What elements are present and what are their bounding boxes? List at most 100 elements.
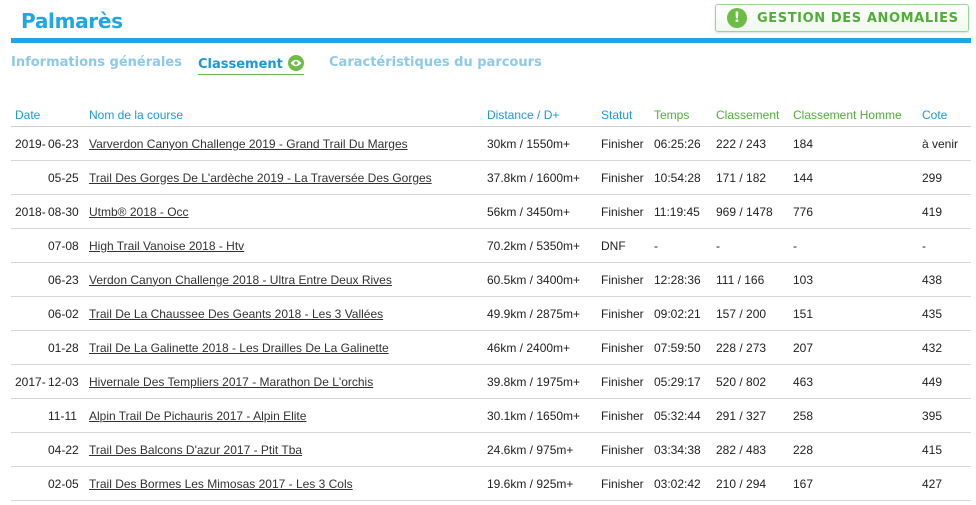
race-cell: Trail Des Gorges De L'ardèche 2019 - La … xyxy=(85,160,483,195)
rating-cell: 427 xyxy=(918,466,971,501)
rating-cell: 432 xyxy=(918,330,971,365)
month-day: 11-11 xyxy=(48,408,77,423)
ranking-cell: 291 / 327 xyxy=(712,398,789,433)
page-title: Palmarès xyxy=(21,9,123,33)
time-cell: - xyxy=(650,228,712,263)
distance-cell: 46km / 2400m+ xyxy=(483,330,597,365)
ranking-cell: - xyxy=(712,228,789,263)
date-cell: 2018- 08-30 xyxy=(11,194,85,229)
table-row: 05-25 Trail Des Gorges De L'ardèche 2019 … xyxy=(11,160,971,195)
header-race-name[interactable]: Nom de la course xyxy=(85,104,483,127)
ranking-cell: 171 / 182 xyxy=(712,160,789,195)
month-day: 01-28 xyxy=(48,340,79,355)
distance-cell: 30.1km / 1650m+ xyxy=(483,398,597,433)
year: 2018- xyxy=(15,204,46,219)
header-status[interactable]: Statut xyxy=(597,104,650,127)
race-cell: Trail Des Balcons D'azur 2017 - Ptit Tba xyxy=(85,432,483,467)
anomaly-management-button[interactable]: ! GESTION DES ANOMALIES xyxy=(715,4,969,32)
status-cell: Finisher xyxy=(597,364,650,399)
distance-cell: 49.9km / 2875m+ xyxy=(483,296,597,331)
date-cell: 2017- 12-03 xyxy=(11,364,85,399)
time-cell: 03:02:42 xyxy=(650,466,712,501)
table-row: 11-11 Alpin Trail De Pichauris 2017 - Alp… xyxy=(11,398,971,433)
distance-cell: 60.5km / 3400m+ xyxy=(483,262,597,297)
date-cell: 05-25 xyxy=(11,160,85,195)
header-ranking-men[interactable]: Classement Homme xyxy=(789,104,918,127)
time-cell: 07:59:50 xyxy=(650,330,712,365)
rating-cell: - xyxy=(918,228,971,263)
rating-cell: 415 xyxy=(918,432,971,467)
race-link[interactable]: Trail Des Gorges De L'ardèche 2019 - La … xyxy=(89,170,432,185)
rating-cell: 438 xyxy=(918,262,971,297)
status-cell: DNF xyxy=(597,228,650,263)
table-row: 01-28 Trail De La Galinette 2018 - Les Dr… xyxy=(11,330,971,365)
ranking-cell: 969 / 1478 xyxy=(712,194,789,229)
ranking-men-cell: 167 xyxy=(789,466,918,501)
ranking-men-cell: 184 xyxy=(789,126,918,161)
race-link[interactable]: Varverdon Canyon Challenge 2019 - Grand … xyxy=(89,136,408,151)
year: 2019- xyxy=(15,136,46,151)
status-cell: Finisher xyxy=(597,330,650,365)
race-link[interactable]: Hivernale Des Templiers 2017 - Marathon … xyxy=(89,374,374,389)
time-cell: 09:02:21 xyxy=(650,296,712,331)
header-ranking[interactable]: Classement xyxy=(712,104,789,127)
ranking-men-cell: 228 xyxy=(789,432,918,467)
month-day: 06-02 xyxy=(48,306,79,321)
race-link[interactable]: Alpin Trail De Pichauris 2017 - Alpin El… xyxy=(89,408,307,423)
rating-cell: 449 xyxy=(918,364,971,399)
status-cell: Finisher xyxy=(597,126,650,161)
race-cell: Hivernale Des Templiers 2017 - Marathon … xyxy=(85,364,483,399)
race-link[interactable]: Trail De La Galinette 2018 - Les Draille… xyxy=(89,340,389,355)
race-cell: High Trail Vanoise 2018 - Htv xyxy=(85,228,483,263)
ranking-men-cell: 103 xyxy=(789,262,918,297)
time-cell: 03:34:38 xyxy=(650,432,712,467)
tab-ranking[interactable]: Classement xyxy=(198,55,304,75)
race-link[interactable]: Verdon Canyon Challenge 2018 - Ultra Ent… xyxy=(89,272,392,287)
rating-cell: 435 xyxy=(918,296,971,331)
race-link[interactable]: Trail Des Balcons D'azur 2017 - Ptit Tba xyxy=(89,442,303,457)
header-distance[interactable]: Distance / D+ xyxy=(483,104,597,127)
ranking-men-cell: 207 xyxy=(789,330,918,365)
table-row: 2019- 06-23 Varverdon Canyon Challenge 201… xyxy=(11,126,971,161)
tab-ranking-label: Classement xyxy=(198,57,283,72)
month-day: 06-23 xyxy=(48,136,79,151)
ranking-cell: 222 / 243 xyxy=(712,126,789,161)
race-cell: Utmb® 2018 - Occ xyxy=(85,194,483,229)
race-link[interactable]: Trail Des Bormes Les Mimosas 2017 - Les … xyxy=(89,476,353,491)
tab-general-info[interactable]: Informations générales xyxy=(11,55,182,70)
header-rating[interactable]: Cote xyxy=(918,104,971,127)
header-time[interactable]: Temps xyxy=(650,104,712,127)
tab-course-characteristics[interactable]: Caractéristiques du parcours xyxy=(329,55,542,70)
race-link[interactable]: Trail De La Chaussee Des Geants 2018 - L… xyxy=(89,306,384,321)
status-cell: Finisher xyxy=(597,160,650,195)
race-link[interactable]: Utmb® 2018 - Occ xyxy=(89,204,189,219)
time-cell: 06:25:26 xyxy=(650,126,712,161)
results-table: Date Nom de la course Distance / D+ Stat… xyxy=(11,104,971,501)
table-row: 04-22 Trail Des Balcons D'azur 2017 - Pti… xyxy=(11,432,971,467)
time-cell: 05:32:44 xyxy=(650,398,712,433)
race-link[interactable]: High Trail Vanoise 2018 - Htv xyxy=(89,238,245,253)
ranking-men-cell: 144 xyxy=(789,160,918,195)
table-row: 06-23 Verdon Canyon Challenge 2018 - Ultr… xyxy=(11,262,971,297)
status-cell: Finisher xyxy=(597,466,650,501)
rating-cell: à venir xyxy=(918,126,971,161)
ranking-men-cell: 258 xyxy=(789,398,918,433)
date-cell: 07-08 xyxy=(11,228,85,263)
ranking-cell: 157 / 200 xyxy=(712,296,789,331)
month-day: 08-30 xyxy=(48,204,79,219)
date-cell: 01-28 xyxy=(11,330,85,365)
tab-general-info-label: Informations générales xyxy=(11,55,182,70)
time-cell: 10:54:28 xyxy=(650,160,712,195)
ranking-cell: 228 / 273 xyxy=(712,330,789,365)
distance-cell: 19.6km / 925m+ xyxy=(483,466,597,501)
distance-cell: 56km / 3450m+ xyxy=(483,194,597,229)
header-date[interactable]: Date xyxy=(11,104,85,127)
tab-bar: Informations générales Classement Caract… xyxy=(11,55,971,75)
status-cell: Finisher xyxy=(597,262,650,297)
anomaly-management-label: GESTION DES ANOMALIES xyxy=(757,10,959,26)
ranking-men-cell: 776 xyxy=(789,194,918,229)
status-cell: Finisher xyxy=(597,432,650,467)
warning-icon: ! xyxy=(727,8,747,28)
time-cell: 05:29:17 xyxy=(650,364,712,399)
status-cell: Finisher xyxy=(597,398,650,433)
